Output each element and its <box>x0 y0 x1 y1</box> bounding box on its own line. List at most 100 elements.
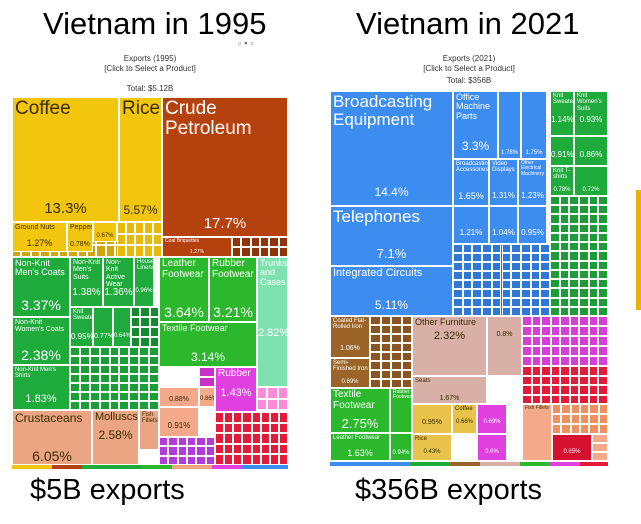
treemap-small-tile[interactable] <box>251 422 261 434</box>
treemap-small-tile[interactable] <box>579 260 589 270</box>
treemap-small-tile[interactable] <box>598 356 608 366</box>
treemap-small-tile[interactable] <box>522 336 532 346</box>
treemap-small-tile[interactable] <box>511 280 521 289</box>
treemap-small-tile[interactable] <box>269 433 279 444</box>
treemap-small-tile[interactable] <box>251 443 261 455</box>
treemap-small-tile[interactable] <box>119 392 130 401</box>
treemap-small-tile[interactable] <box>139 356 150 365</box>
treemap-small-tile[interactable] <box>79 347 90 356</box>
treemap-small-tile[interactable] <box>520 280 531 289</box>
treemap-cell-fish-fillets[interactable]: Fish Fillets <box>139 410 159 450</box>
treemap-small-tile[interactable] <box>472 280 483 289</box>
treemap-small-tile[interactable] <box>149 327 159 337</box>
treemap-small-tile[interactable] <box>589 414 599 424</box>
treemap-small-tile[interactable] <box>224 454 234 465</box>
treemap-small-tile[interactable] <box>550 346 561 356</box>
treemap-small-tile[interactable] <box>559 214 570 224</box>
treemap-small-tile[interactable] <box>598 260 608 270</box>
treemap-small-tile[interactable] <box>561 404 571 414</box>
treemap-small-tile[interactable] <box>540 253 550 262</box>
treemap-small-tile[interactable] <box>482 307 492 316</box>
treemap-cell-molluscs[interactable]: Molluscs 2.58% <box>92 410 139 465</box>
treemap-small-tile[interactable] <box>588 346 599 356</box>
treemap-small-tile[interactable] <box>541 346 551 356</box>
treemap-small-tile[interactable] <box>588 269 599 280</box>
treemap-small-tile[interactable] <box>144 233 153 246</box>
treemap-small-tile[interactable] <box>588 205 599 215</box>
treemap-small-tile[interactable] <box>579 356 589 366</box>
treemap-small-tile[interactable] <box>598 404 608 414</box>
treemap-small-tile[interactable] <box>269 412 279 423</box>
treemap-small-tile[interactable] <box>598 223 608 233</box>
treemap-small-tile[interactable] <box>453 262 463 271</box>
treemap-small-tile[interactable] <box>580 404 590 414</box>
treemap-cell-crude-petroleum[interactable]: Crude Petroleum 17.7% <box>162 97 288 237</box>
treemap-small-tile[interactable] <box>579 306 589 316</box>
treemap-small-tile[interactable] <box>196 446 206 456</box>
treemap-small-tile[interactable] <box>531 356 542 366</box>
treemap-small-tile[interactable] <box>589 424 599 434</box>
treemap-small-tile[interactable] <box>135 222 144 234</box>
treemap-small-tile[interactable] <box>520 271 531 280</box>
treemap-small-tile[interactable] <box>511 253 521 262</box>
treemap-small-tile[interactable] <box>530 271 541 280</box>
treemap-small-tile[interactable] <box>569 336 580 346</box>
treemap-small-tile[interactable] <box>242 454 252 465</box>
treemap-small-tile[interactable] <box>472 271 483 280</box>
treemap-small-tile[interactable] <box>401 361 412 370</box>
treemap-small-tile[interactable] <box>560 336 570 346</box>
treemap-cell-knit-sweaters[interactable]: Knit Sweaters 1.14% <box>550 91 574 136</box>
treemap-small-tile[interactable] <box>129 365 140 374</box>
treemap-small-tile[interactable] <box>153 222 162 234</box>
treemap-small-tile[interactable] <box>140 307 150 317</box>
treemap-small-tile[interactable] <box>530 262 541 271</box>
treemap-small-tile[interactable] <box>501 271 512 280</box>
treemap-small-tile[interactable] <box>569 242 579 252</box>
treemap-small-tile[interactable] <box>168 446 178 456</box>
treemap-small-tile[interactable] <box>149 392 159 401</box>
treemap-small-tile[interactable] <box>224 443 234 455</box>
treemap-small-tile[interactable] <box>139 392 150 401</box>
treemap-small-tile[interactable] <box>579 346 589 356</box>
treemap-cell-other-electrical-machinery[interactable]: Other Electrical Machinery 1.23% <box>518 159 547 206</box>
treemap-small-tile[interactable] <box>109 356 120 365</box>
treemap-small-tile[interactable] <box>242 412 252 423</box>
treemap-small-tile[interactable] <box>491 307 502 316</box>
treemap-small-tile[interactable] <box>472 262 483 271</box>
treemap-small-tile[interactable] <box>598 242 608 252</box>
treemap-small-tile[interactable] <box>233 454 243 465</box>
treemap-cell-coated-flat-rolled-iron[interactable]: Coated Flat-Rolled Iron 1.06% <box>330 316 370 358</box>
treemap-small-tile[interactable] <box>588 356 599 366</box>
treemap-1995[interactable]: Coffee 13.3% Rice 5.57% Crude Petroleum 17.7%… <box>12 97 288 465</box>
treemap-small-tile[interactable] <box>391 316 402 325</box>
treemap-small-tile[interactable] <box>177 446 187 456</box>
treemap-cell-fish-fillets[interactable]: Fish Fillets <box>522 404 552 461</box>
treemap-small-tile[interactable] <box>530 298 541 307</box>
treemap-small-tile[interactable] <box>569 346 580 356</box>
treemap-small-tile[interactable] <box>598 375 608 385</box>
treemap-small-tile[interactable] <box>531 336 542 346</box>
treemap-small-tile[interactable] <box>520 298 531 307</box>
treemap-small-tile[interactable] <box>391 361 402 370</box>
treemap-small-tile[interactable] <box>453 280 463 289</box>
treemap-cell-unlabeled[interactable]: 0.86% <box>199 387 215 407</box>
treemap-cell-unlabeled[interactable]: 0.67% <box>93 222 117 242</box>
treemap-small-tile[interactable] <box>99 383 110 392</box>
treemap-small-tile[interactable] <box>569 269 579 280</box>
treemap-small-tile[interactable] <box>589 404 599 414</box>
treemap-small-tile[interactable] <box>559 279 570 289</box>
treemap-small-tile[interactable] <box>579 336 589 346</box>
treemap-small-tile[interactable] <box>453 307 463 316</box>
treemap-small-tile[interactable] <box>520 289 531 298</box>
treemap-small-tile[interactable] <box>569 375 580 385</box>
treemap-small-tile[interactable] <box>520 253 531 262</box>
treemap-small-tile[interactable] <box>522 375 532 385</box>
treemap-small-tile[interactable] <box>579 196 589 206</box>
treemap-small-tile[interactable] <box>109 383 120 392</box>
treemap-small-tile[interactable] <box>109 401 120 410</box>
treemap-small-tile[interactable] <box>99 356 110 365</box>
treemap-small-tile[interactable] <box>550 279 560 289</box>
treemap-small-tile[interactable] <box>550 356 561 366</box>
treemap-cell-unlabeled[interactable]: 0.69% <box>477 404 507 434</box>
treemap-small-tile[interactable] <box>129 383 140 392</box>
